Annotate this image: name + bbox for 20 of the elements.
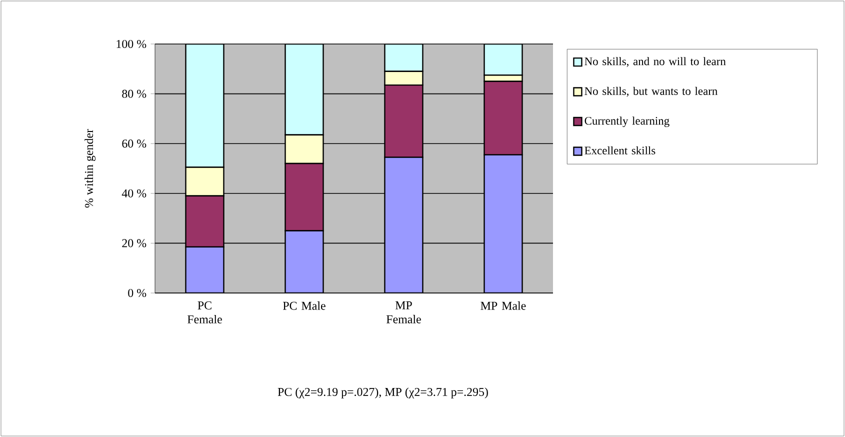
text: PC (χ2=9.19 p=.027), MP (χ2=3.71 p=.295) [278, 388, 488, 398]
bar [284, 230, 324, 293]
y-tick-label: 80 % [122, 90, 146, 98]
bar [185, 246, 224, 293]
y-tick-label: 40 % [122, 189, 146, 198]
bar [384, 156, 424, 293]
x-tick-label: PC Male [283, 301, 326, 310]
legend-label: Excellent skills [584, 146, 656, 154]
x-tick-label: MP Female [386, 301, 421, 324]
x-tick-label: PC Female [188, 301, 222, 324]
y-tick-label: 100 % [116, 40, 146, 48]
y-tick-label: 0 % [128, 288, 146, 298]
legend-label: No skills, and no will to learn [584, 57, 726, 67]
legend-label: Currently learning [584, 116, 670, 128]
bar [484, 154, 523, 293]
legend-label: No skills, but wants to learn [584, 86, 718, 97]
x-tick-label: MP Male [480, 301, 526, 310]
y-axis-title: % within gender [84, 129, 96, 208]
y-tick-label: 20 % [122, 239, 146, 248]
y-tick-label: 60 % [122, 140, 146, 148]
